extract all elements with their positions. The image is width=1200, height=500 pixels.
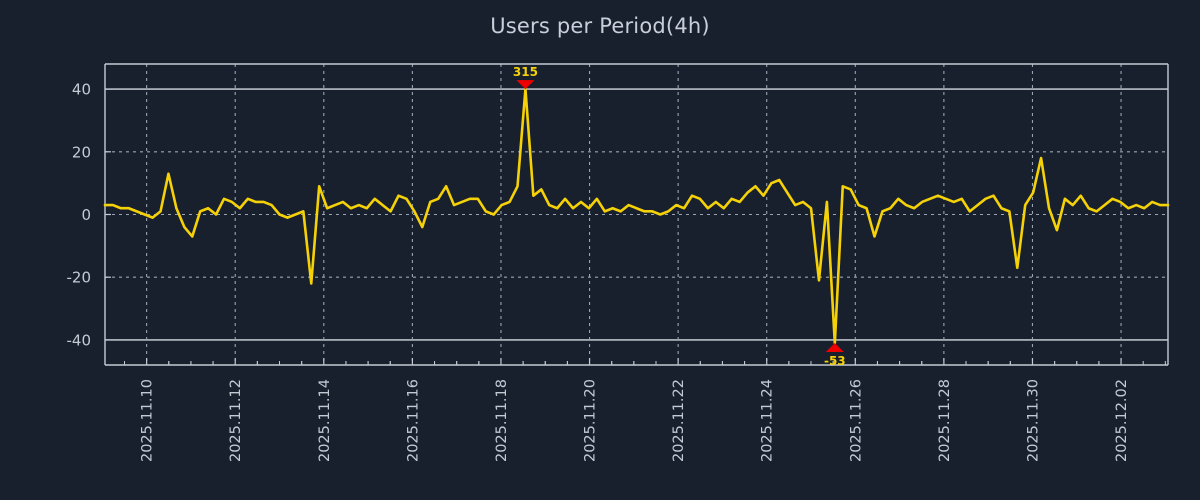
annotation-label-peak: 315: [513, 65, 538, 79]
y-tick-label: 20: [72, 143, 91, 161]
x-tick-label: 2025.11.16: [405, 379, 421, 462]
x-tick-label: 2025.11.12: [228, 379, 244, 462]
series-line-users-per-period: [103, 87, 1170, 345]
x-tick-label: 2025.11.30: [1025, 379, 1041, 462]
chart-title: Users per Period(4h): [490, 14, 710, 38]
annotation-label-trough: -53: [824, 354, 846, 368]
x-tick-label: 2025.11.20: [583, 379, 599, 462]
x-tick-label: 2025.12.02: [1114, 379, 1130, 462]
x-tick-label: 2025.11.14: [317, 379, 333, 462]
annotation-marker-trough: [825, 343, 844, 353]
x-tick-label: 2025.11.10: [140, 379, 156, 462]
x-tick-label: 2025.11.22: [671, 379, 687, 462]
data-series-line: [103, 87, 1170, 345]
x-tick-label: 2025.11.18: [494, 379, 510, 462]
x-minor-ticks: [105, 88, 1166, 365]
y-tick-label: 40: [72, 81, 91, 99]
y-tick-label: -20: [67, 269, 92, 287]
x-tick-label: 2025.11.26: [848, 379, 864, 462]
plot-frame: [104, 63, 1169, 366]
annotation-marker-peak: [516, 80, 535, 90]
y-tick-label: 0: [81, 206, 91, 224]
y-tick-label: -40: [67, 331, 92, 349]
y-axis-tick-labels: 40 20 0 -20 -40: [67, 81, 92, 350]
annotations: 315 -53: [513, 65, 846, 368]
x-tick-label: 2025.11.28: [937, 379, 953, 462]
x-tick-label: 2025.11.24: [760, 379, 776, 462]
x-axis-tick-labels: 2025.11.10 2025.11.12 2025.11.14 2025.11.16…: [140, 379, 1130, 462]
